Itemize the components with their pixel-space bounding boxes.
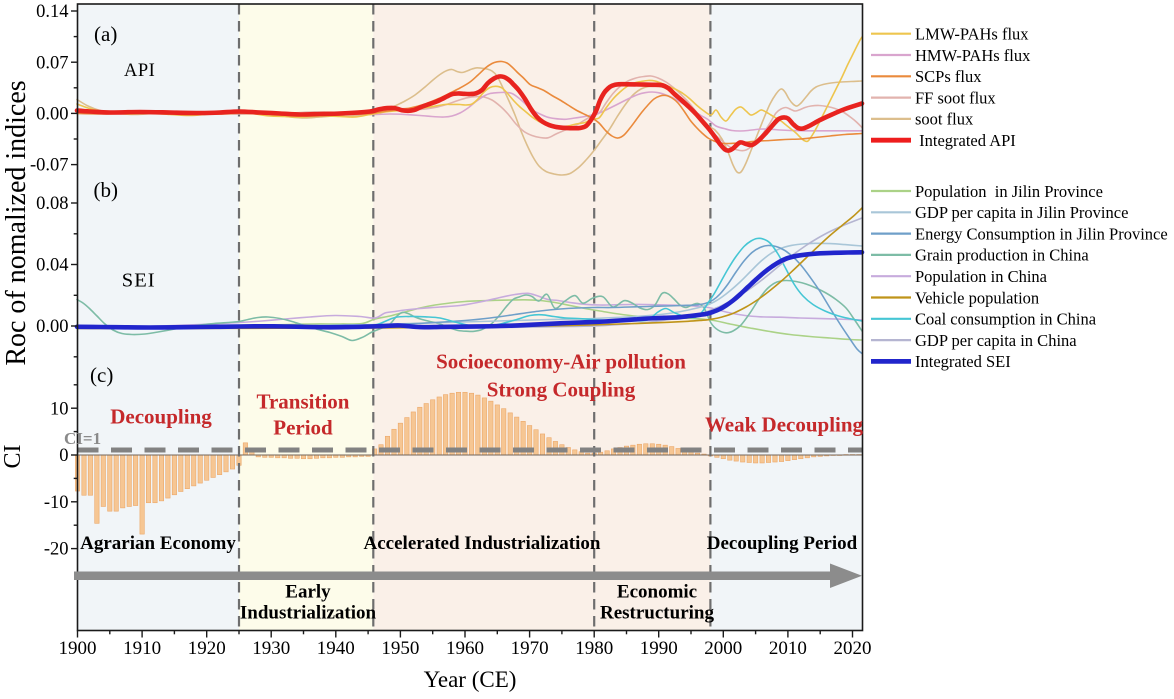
svg-text:1960: 1960 (446, 638, 484, 659)
svg-text:-20: -20 (44, 540, 69, 560)
svg-text:1910: 1910 (123, 638, 161, 659)
svg-text:2020: 2020 (834, 638, 872, 659)
svg-text:Industrialization: Industrialization (240, 603, 377, 624)
svg-text:0.00: 0.00 (36, 105, 68, 125)
svg-text:Decoupling Period: Decoupling Period (707, 533, 858, 554)
svg-text:GDP per capita in Jilin Provin: GDP per capita in Jilin Province (915, 203, 1128, 222)
svg-text:GDP per capita in China: GDP per capita in China (915, 331, 1077, 350)
svg-text:HMW-PAHs flux: HMW-PAHs flux (915, 46, 1031, 65)
svg-text:0: 0 (59, 446, 68, 466)
svg-text:SCPs flux: SCPs flux (915, 67, 982, 86)
svg-text:0.14: 0.14 (36, 2, 68, 22)
svg-text:FF soot flux: FF soot flux (915, 88, 996, 107)
svg-text:Integrated API: Integrated API (915, 131, 1016, 150)
svg-text:Early: Early (285, 582, 331, 603)
svg-text:SEI: SEI (122, 270, 156, 292)
svg-text:(c): (c) (90, 363, 113, 387)
svg-text:Agrarian Economy: Agrarian Economy (80, 533, 236, 554)
svg-text:Integrated SEI: Integrated SEI (915, 352, 1011, 371)
svg-text:-10: -10 (44, 493, 69, 513)
svg-text:1970: 1970 (511, 638, 549, 659)
svg-text:2000: 2000 (704, 638, 742, 659)
svg-text:1930: 1930 (252, 638, 290, 659)
svg-text:1940: 1940 (317, 638, 355, 659)
svg-text:(a): (a) (94, 22, 117, 46)
svg-text:Population in China: Population in China (915, 267, 1048, 286)
svg-text:Vehicle population: Vehicle population (915, 288, 1039, 307)
svg-text:0.07: 0.07 (36, 53, 68, 73)
svg-text:Decoupling: Decoupling (110, 405, 212, 429)
svg-text:Grain production in China: Grain production in China (915, 246, 1089, 265)
svg-text:Restructuring: Restructuring (600, 603, 714, 624)
svg-text:Coal consumption in China: Coal consumption in China (915, 310, 1097, 329)
svg-text:Roc of nomalized indices: Roc of nomalized indices (1, 80, 32, 365)
svg-text:1980: 1980 (575, 638, 613, 659)
svg-text:1920: 1920 (188, 638, 226, 659)
svg-text:0.00: 0.00 (36, 317, 68, 337)
svg-text:LMW-PAHs flux: LMW-PAHs flux (915, 25, 1029, 44)
svg-text:0.08: 0.08 (36, 194, 68, 214)
svg-text:(b): (b) (94, 178, 119, 202)
svg-text:1900: 1900 (59, 638, 97, 659)
svg-text:Strong Coupling: Strong Coupling (487, 378, 636, 402)
svg-text:Period: Period (273, 416, 333, 440)
svg-text:Economic: Economic (617, 582, 697, 603)
svg-text:2010: 2010 (769, 638, 807, 659)
svg-text:1950: 1950 (381, 638, 419, 659)
svg-text:Socioeconomy-Air pollution: Socioeconomy-Air pollution (436, 350, 686, 374)
svg-text:soot flux: soot flux (915, 110, 974, 129)
svg-text:API: API (124, 61, 155, 81)
svg-text:1990: 1990 (640, 638, 678, 659)
svg-text:Accelerated Industrialization: Accelerated Industrialization (364, 533, 601, 554)
svg-text:-0.07: -0.07 (30, 156, 69, 176)
svg-text:Weak Decoupling: Weak Decoupling (705, 413, 864, 437)
svg-text:CI=1: CI=1 (64, 429, 101, 448)
svg-text:CI: CI (0, 444, 26, 468)
svg-text:10: 10 (50, 399, 69, 419)
svg-text:Transition: Transition (257, 390, 350, 414)
svg-text:Population in Jilin Province: Population in Jilin Province (915, 182, 1103, 201)
svg-text:Energy Consumption in Jilin Pr: Energy Consumption in Jilin Province (915, 224, 1168, 243)
svg-text:0.04: 0.04 (36, 256, 68, 276)
svg-text:Year (CE): Year (CE) (424, 667, 517, 692)
